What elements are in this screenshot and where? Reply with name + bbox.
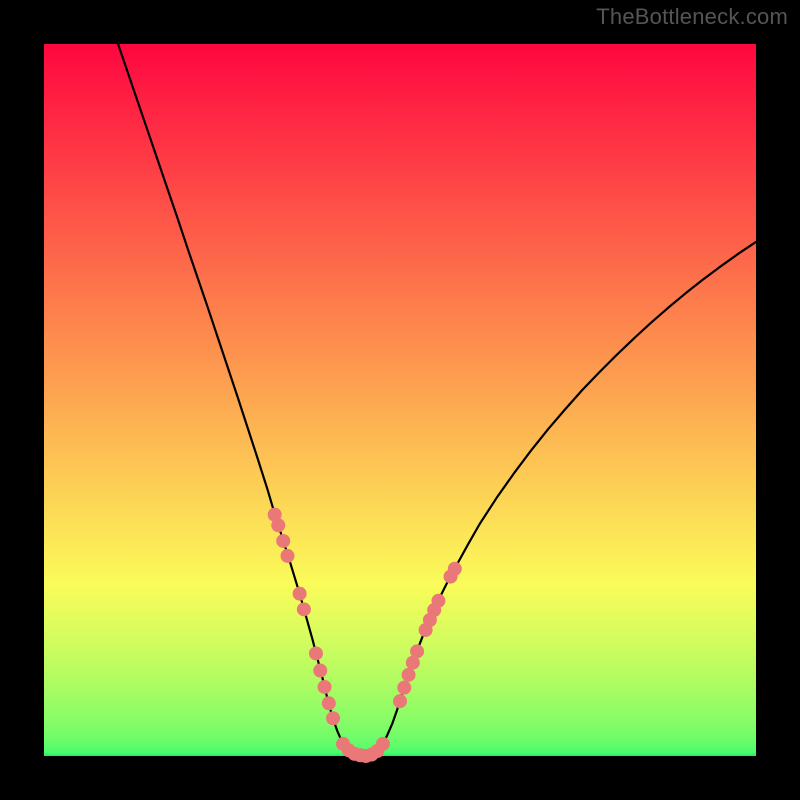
data-marker [398,681,411,694]
data-marker [277,534,290,547]
data-marker [394,695,407,708]
data-marker [297,603,310,616]
data-marker [314,664,327,677]
data-marker [448,562,461,575]
data-marker [309,647,322,660]
watermark-text: TheBottleneck.com [596,4,788,30]
data-marker [327,712,340,725]
data-marker [272,519,285,532]
data-marker [411,645,424,658]
data-marker [322,697,335,710]
plot-background-gradient [44,44,756,756]
data-marker [318,680,331,693]
data-marker [376,737,389,750]
bottleneck-chart [0,0,800,800]
data-marker [281,549,294,562]
data-marker [293,587,306,600]
data-marker [402,668,415,681]
data-marker [432,594,445,607]
